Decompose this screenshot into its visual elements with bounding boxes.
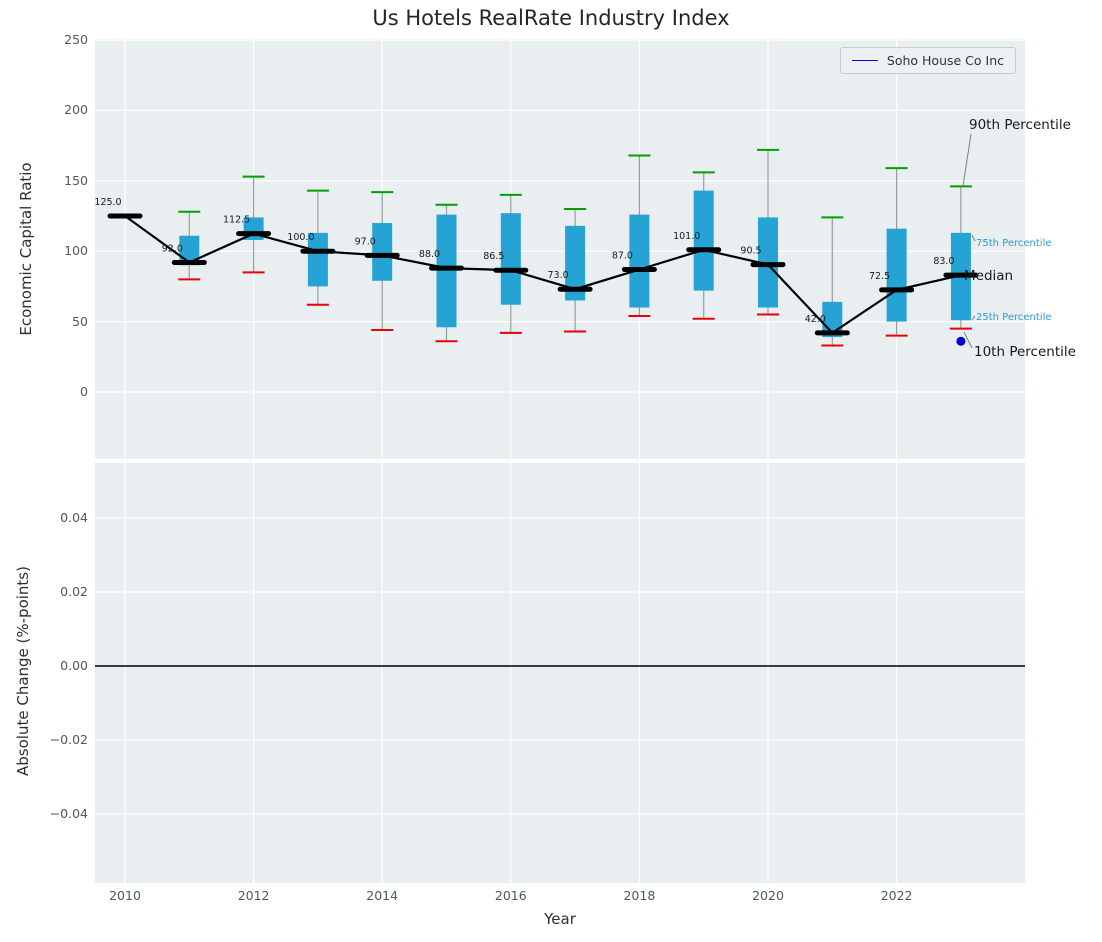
bottom-ytick-3: −0.02	[49, 732, 88, 747]
boxplot-2018-box	[629, 214, 650, 308]
boxplot-2022-box	[886, 228, 907, 322]
boxplot-2023-median-label: 83.0	[933, 256, 954, 267]
boxplot-2019-median-label: 101.0	[673, 231, 700, 242]
soho-house-point	[956, 336, 966, 346]
boxplot-2017-box	[565, 225, 586, 301]
annotation-connector	[971, 315, 976, 321]
chart-title: Us Hotels RealRate Industry Index	[372, 6, 730, 30]
median-trend-line	[124, 215, 962, 335]
annotation-connector	[963, 331, 973, 349]
bottom-ytick-0: 0.04	[60, 510, 88, 525]
top-ytick-150: 150	[64, 172, 88, 188]
annotation-75th-percentile: 75th Percentile	[976, 238, 1052, 249]
xtick-2020: 2020	[752, 888, 784, 903]
annotation-10th-percentile: 10th Percentile	[974, 344, 1076, 360]
xtick-2014: 2014	[366, 888, 399, 903]
boxplot-2018-median-label: 87.0	[612, 251, 633, 262]
top-ytick-200: 200	[64, 102, 88, 118]
top-ytick-0: 0	[80, 384, 88, 399]
boxplot-2015-median-label: 88.0	[419, 249, 440, 260]
bottom-plot-area	[95, 463, 1025, 883]
boxplot-2014-box	[372, 223, 393, 281]
top-plot-area: 125.0 92.0 112.5 100.0 97.0 88.0 86.5 73.0 87.0 1…	[94, 39, 1076, 459]
bottom-ytick-2: 0.00	[60, 658, 88, 673]
boxplot-2020-median-label: 90.5	[740, 246, 761, 257]
bottom-ytick-4: −0.04	[49, 806, 88, 821]
xtick-2010: 2010	[109, 888, 141, 903]
boxplot-2016-box	[500, 213, 521, 305]
xtick-2016: 2016	[494, 888, 527, 903]
boxplot-2022-median-label: 72.5	[869, 271, 890, 282]
xtick-2018: 2018	[623, 888, 656, 903]
bottom-y-axis-label: Absolute Change (%-points)	[14, 566, 32, 776]
annotation-90th-percentile: 90th Percentile	[969, 117, 1071, 133]
boxplot-2016-median-label: 86.5	[483, 251, 504, 262]
annotation-connector	[971, 234, 976, 242]
legend-label: Soho House Co Inc	[886, 53, 1004, 68]
boxplot-2012-median-label: 112.5	[223, 215, 250, 226]
bottom-plot-svg	[95, 463, 1025, 883]
annotation-25th-percentile: 25th Percentile	[976, 312, 1052, 323]
boxplot-2017-median-label: 73.0	[548, 270, 569, 281]
top-ytick-100: 100	[64, 243, 88, 259]
boxplot-2011-median-label: 92.0	[162, 243, 183, 254]
legend: Soho House Co Inc	[839, 47, 1016, 74]
boxplot-2015-box	[436, 214, 457, 328]
top-ytick-250: 250	[64, 32, 88, 47]
boxplot-2014-median-label: 97.0	[355, 236, 376, 247]
annotation-median: Median	[964, 268, 1013, 284]
boxplot-2019-box	[693, 190, 714, 291]
bottom-ytick-1: 0.02	[60, 584, 88, 599]
boxplot-2021-median-label: 42.0	[805, 314, 826, 325]
annotation-connector	[962, 133, 972, 187]
top-plot-svg: 125.0 92.0 112.5 100.0 97.0 88.0 86.5 73.0 87.0 1…	[94, 39, 1076, 459]
x-axis-label: Year	[544, 910, 576, 928]
xtick-2022: 2022	[880, 888, 913, 903]
boxplot-2010-median-label: 125.0	[94, 197, 121, 208]
boxplot-2013-median-label: 100.0	[287, 232, 314, 243]
xtick-2012: 2012	[237, 888, 270, 903]
top-ytick-50: 50	[72, 313, 88, 329]
boxplot-2013-box	[307, 232, 328, 287]
legend-line-soho-house	[851, 60, 878, 61]
